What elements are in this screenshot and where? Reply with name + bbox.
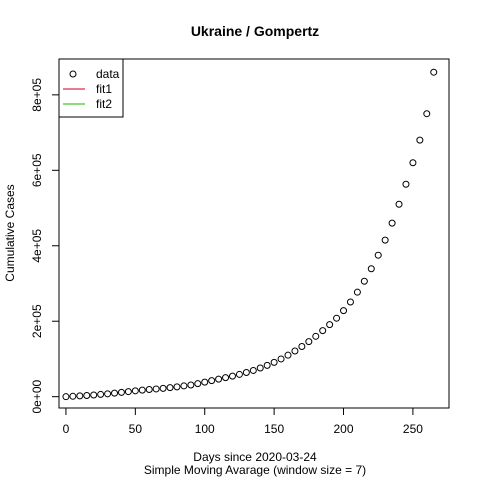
data-point-45 [374,251,382,259]
data-point-22 [215,375,223,383]
data-point-9 [124,388,132,396]
data-point-19 [194,380,202,388]
data-point-0 [62,393,70,401]
data-point-50 [409,159,417,167]
x-tick-label-2: 100 [195,422,215,436]
data-point-30 [270,358,278,366]
data-point-49 [402,180,410,188]
legend-box [58,58,124,118]
data-point-33 [291,347,299,355]
data-point-20 [201,378,209,386]
y-tick-label-0: 0e+00 [30,380,44,414]
chart-title: Ukraine / Gompertz [191,23,319,39]
data-point-14 [159,384,167,392]
x-tick-label-0: 0 [63,422,70,436]
x-tick-label-4: 200 [334,422,354,436]
data-point-28 [256,364,264,372]
data-point-53 [430,68,438,76]
data-point-3 [83,391,91,399]
data-point-44 [367,265,375,273]
data-point-8 [117,388,125,396]
data-point-51 [416,136,424,144]
data-point-25 [235,370,243,378]
data-point-15 [166,384,174,392]
x-tick-label-1: 50 [129,422,143,436]
data-point-31 [277,355,285,363]
data-point-2 [76,392,84,400]
y-tick-label-1: 2e+05 [30,304,44,338]
data-point-36 [312,332,320,340]
x-axis: 0 50 100 150 200 250 [63,407,423,436]
data-point-26 [242,369,250,377]
data-point-18 [187,381,195,389]
data-point-37 [319,327,327,335]
y-axis-label: Cumulative Cases [3,184,17,281]
data-point-10 [131,387,139,395]
data-point-46 [381,236,389,244]
data-point-29 [263,361,271,369]
data-point-21 [208,377,216,385]
data-point-17 [180,382,188,390]
data-point-40 [340,307,348,315]
data-points [62,68,438,401]
data-point-34 [298,343,306,351]
data-point-4 [90,391,98,399]
data-point-41 [346,298,354,306]
legend-marker-0 [69,70,77,78]
y-axis: 0e+00 2e+05 4e+05 6e+05 8e+05 [30,78,60,414]
x-axis-sublabel: Simple Moving Avarage (window size = 7) [144,463,366,477]
x-tick-label-5: 250 [403,422,423,436]
data-point-16 [173,383,181,391]
data-point-6 [104,390,112,398]
data-point-42 [353,288,361,296]
data-point-35 [305,338,313,346]
y-tick-label-4: 8e+05 [30,78,44,112]
data-point-11 [138,386,146,394]
data-point-5 [97,390,105,398]
data-point-52 [423,110,431,118]
data-point-39 [333,314,341,322]
data-point-48 [395,200,403,208]
y-tick-label-2: 4e+05 [30,229,44,263]
data-point-7 [111,389,119,397]
legend-label-1: fit1 [96,82,112,96]
data-point-32 [284,351,292,359]
x-tick-label-3: 150 [264,422,284,436]
legend-label-2: fit2 [96,97,112,111]
y-tick-label-3: 6e+05 [30,153,44,187]
x-axis-label: Days since 2020-03-24 [193,450,317,464]
data-point-23 [222,374,230,382]
data-point-47 [388,219,396,227]
data-point-13 [152,385,160,393]
data-point-1 [69,392,77,400]
data-point-12 [145,386,153,394]
legend-label-0: data [96,67,120,81]
data-point-27 [249,366,257,374]
data-point-24 [228,372,236,380]
data-point-43 [360,277,368,285]
data-point-38 [326,321,334,329]
